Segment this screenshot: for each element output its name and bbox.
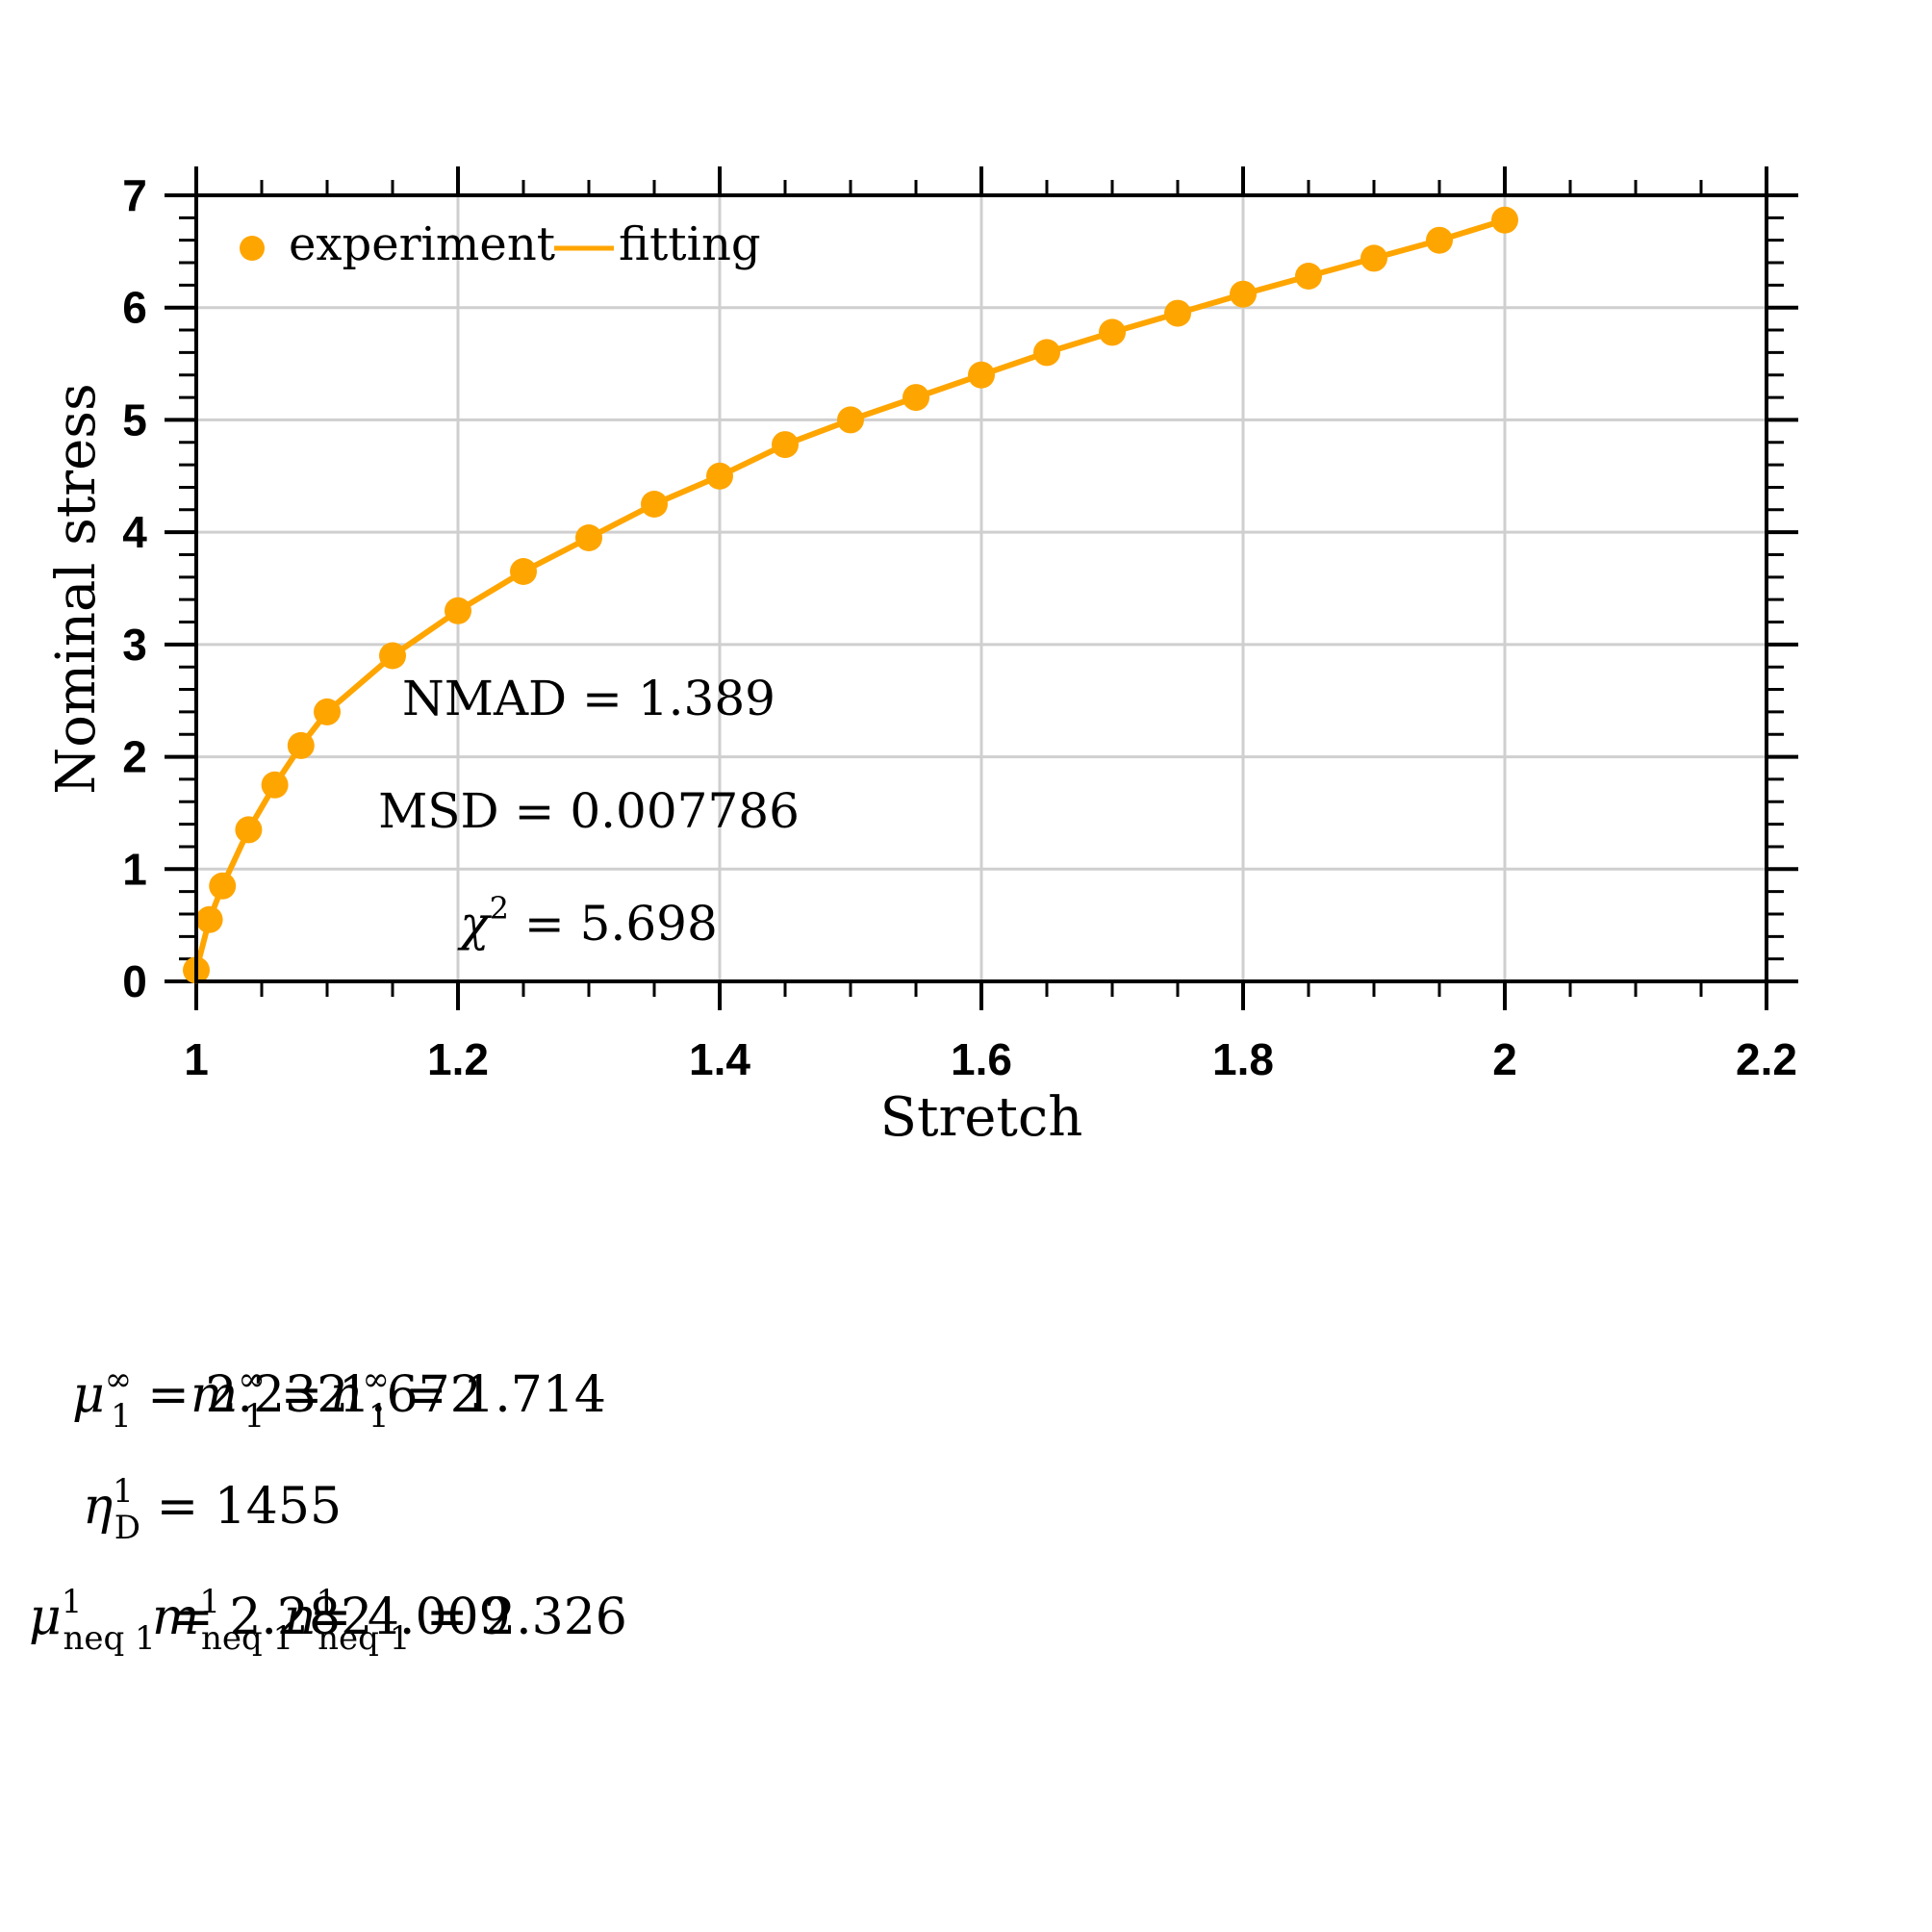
experiment-point — [1230, 280, 1257, 308]
msd-equals: = — [499, 783, 571, 839]
y-tick-label: 5 — [122, 394, 147, 445]
experiment-point — [575, 524, 602, 551]
experiment-point — [209, 872, 237, 900]
legend-experiment-marker — [240, 236, 265, 261]
experiment-point — [235, 816, 263, 844]
y-tick-label: 7 — [122, 170, 147, 220]
chi-exponent: 2 — [490, 890, 509, 927]
experiment-point — [641, 491, 668, 518]
x-tick-label: 2.2 — [1736, 1034, 1797, 1084]
parameter-annotations: μ∞ 1 = 2.232 m∞ 1 = 1.672 n∞ 1 = 1.714 η1 D … — [29, 1360, 627, 1658]
param-eta-d: η1 D = 1455 — [83, 1472, 342, 1547]
experiment-point — [1491, 206, 1518, 234]
x-tick-label: 1.4 — [689, 1034, 750, 1084]
y-tick-label: 2 — [122, 732, 147, 782]
experiment-point — [445, 597, 471, 624]
experiment-point — [1426, 226, 1453, 254]
fitting-line — [193, 216, 1506, 972]
nmad-label: NMAD — [402, 671, 567, 726]
chi-symbol: χ — [457, 896, 492, 952]
x-tick-label: 1.6 — [951, 1034, 1012, 1084]
x-axis-title: Stretch — [880, 1086, 1083, 1149]
nmad-value: 1.389 — [638, 671, 775, 726]
msd-annotation: MSD = 0.007786 — [378, 783, 800, 839]
y-tick-label: 6 — [122, 283, 147, 333]
param-m-neq: m1 neq 1 = 4.009 — [152, 1583, 511, 1658]
param-mu-inf: μ∞ 1 = 2.232 — [72, 1360, 348, 1436]
x-tick-label: 2 — [1492, 1034, 1517, 1084]
legend-fitting-label: fitting — [619, 217, 761, 271]
param-n-neq: n1 neq 1 = 2.326 — [284, 1583, 627, 1658]
legend-experiment-label: experiment — [289, 217, 555, 271]
msd-label: MSD — [378, 783, 499, 839]
legend: experiment fitting — [240, 217, 761, 271]
experiment-point — [837, 406, 864, 434]
experiment-point — [1295, 263, 1322, 290]
experiment-point — [772, 431, 799, 459]
chi-squared-annotation: χ2 = 5.698 — [457, 890, 718, 952]
data-series — [183, 206, 1518, 984]
experiment-point — [510, 558, 537, 585]
y-axis-title: Nominal stress — [45, 383, 108, 795]
experiment-point — [968, 361, 995, 389]
x-tick-label: 1.2 — [427, 1034, 489, 1084]
param-mu-neq: μ1 neq 1 = 2.282 — [29, 1583, 372, 1658]
experiment-point — [902, 384, 929, 412]
x-tick-label: 1 — [184, 1034, 209, 1084]
experiment-point — [706, 462, 733, 490]
experiment-point — [195, 905, 223, 933]
param-m-inf: m∞ 1 = 1.672 — [191, 1360, 482, 1436]
experiment-point — [261, 771, 289, 799]
experiment-point — [379, 642, 406, 670]
y-tick-label: 3 — [122, 620, 147, 670]
experiment-point — [1033, 339, 1060, 367]
y-tick-label: 1 — [122, 844, 147, 894]
nmad-equals: = — [567, 671, 638, 726]
msd-value: 0.007786 — [570, 783, 800, 839]
param-n-inf: n∞ 1 = 1.714 — [330, 1360, 606, 1436]
experiment-point — [314, 698, 341, 725]
experiment-point — [1360, 244, 1387, 272]
axis-ticks — [165, 166, 1798, 1010]
experiment-point — [1099, 318, 1126, 346]
chi-equals: = — [509, 896, 580, 952]
x-tick-label: 1.8 — [1212, 1034, 1274, 1084]
chi-value: 5.698 — [580, 896, 718, 952]
experiment-point — [1164, 299, 1191, 327]
plot-frame — [194, 193, 1768, 983]
experiment-point — [287, 731, 315, 759]
nmad-annotation: NMAD = 1.389 — [402, 671, 775, 726]
y-tick-label: 4 — [122, 507, 147, 557]
grid-lines — [194, 193, 1768, 983]
fit-statistics: NMAD = 1.389 MSD = 0.007786 χ2 = 5.698 — [378, 671, 800, 952]
y-tick-label: 0 — [122, 956, 147, 1006]
